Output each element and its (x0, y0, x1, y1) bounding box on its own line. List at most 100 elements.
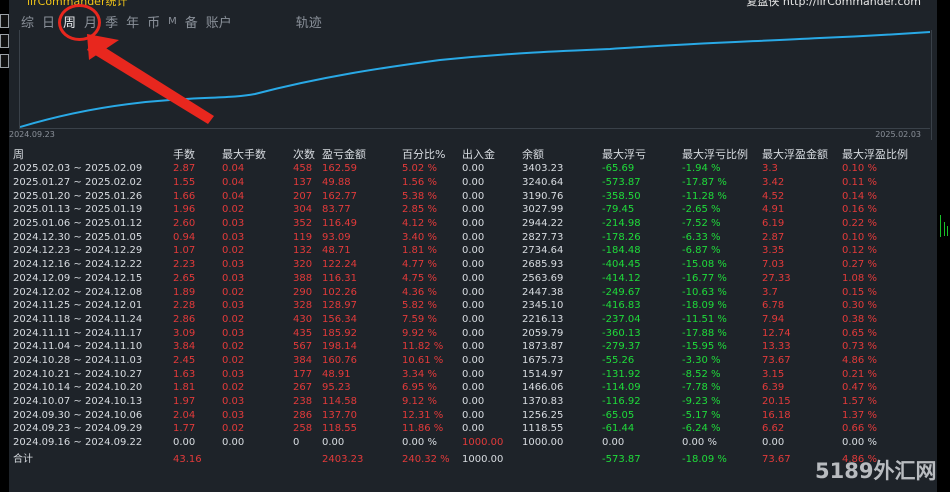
cell-percent: 9.92 % (402, 327, 437, 339)
cell-profit-loss: 83.77 (322, 204, 351, 216)
cell-balance: 3027.99 (522, 204, 564, 216)
header-balance: 余额 (522, 148, 544, 161)
total-max-floating-profit: 73.67 (762, 453, 791, 465)
tab-track[interactable]: 轨迹 (295, 15, 322, 31)
side-button[interactable] (0, 34, 9, 48)
cell-max-floating-loss-pct: -5.17 % (682, 409, 721, 421)
cell-deposit-withdraw: 0.00 (462, 204, 485, 216)
cell-lots: 1.96 (173, 204, 196, 216)
tab-year[interactable]: 年 (126, 15, 140, 31)
tab-day[interactable]: 日 (42, 15, 56, 31)
cell-max-lots: 0.03 (222, 396, 245, 408)
cell-percent: 6.95 % (402, 382, 437, 394)
cell-trades: 320 (293, 259, 313, 271)
cell-max-floating-profit-pct: 0.22 % (842, 218, 877, 230)
cell-max-floating-loss: 0.00 (602, 437, 625, 449)
cell-max-floating-profit: 3.3 (762, 163, 778, 175)
cell-max-floating-loss: -131.92 (602, 368, 641, 380)
cell-deposit-withdraw: 0.00 (462, 341, 485, 353)
cell-period: 2024.11.18 ~ 2024.11.24 (13, 313, 143, 325)
cell-max-floating-loss: -184.48 (602, 245, 641, 257)
cell-deposit-withdraw: 0.00 (462, 190, 485, 202)
cell-trades: 207 (293, 190, 313, 202)
cell-percent: 1.56 % (402, 177, 437, 189)
site-note: 复盘侠 http://ilrCommander.com (746, 0, 921, 8)
cell-max-floating-profit-pct: 0.14 % (842, 190, 877, 202)
cell-balance: 2827.73 (522, 231, 564, 243)
cell-deposit-withdraw: 0.00 (462, 245, 485, 257)
cell-max-lots: 0.04 (222, 190, 245, 202)
table-row: 2025.01.20 ~ 2025.01.26 1.66 0.04 207 162.77… (13, 189, 922, 203)
table-row: 2025.02.03 ~ 2025.02.09 2.87 0.04 458 162.59… (13, 162, 922, 176)
cell-period: 2024.09.23 ~ 2024.09.29 (13, 423, 143, 435)
cell-period: 2024.12.09 ~ 2024.12.15 (13, 272, 143, 284)
cell-percent: 7.59 % (402, 313, 437, 325)
cell-deposit-withdraw: 0.00 (462, 354, 485, 366)
cell-percent: 5.38 % (402, 190, 437, 202)
cell-deposit-withdraw: 0.00 (462, 272, 485, 284)
cell-max-floating-loss-pct: -6.33 % (682, 231, 721, 243)
cell-deposit-withdraw: 0.00 (462, 259, 485, 271)
cell-max-floating-profit: 13.33 (762, 341, 791, 353)
tab-currency[interactable]: 币 (147, 15, 161, 31)
cell-balance: 1000.00 (522, 437, 564, 449)
table-row: 2024.10.14 ~ 2024.10.20 1.81 0.02 267 95.23 6… (13, 381, 922, 395)
cell-lots: 1.55 (173, 177, 196, 189)
cell-profit-loss: 0.00 (322, 437, 345, 449)
header-max-floating-loss: 最大浮亏 (602, 148, 646, 161)
cell-max-floating-profit: 6.62 (762, 423, 785, 435)
cell-profit-loss: 198.14 (322, 341, 357, 353)
tab-notes[interactable]: 备 (184, 15, 198, 31)
cell-max-lots: 0.03 (222, 272, 245, 284)
cell-max-floating-profit: 7.03 (762, 259, 785, 271)
cell-max-floating-loss-pct: -15.95 % (682, 341, 727, 353)
cell-max-floating-loss: -358.50 (602, 190, 641, 202)
tab-overview[interactable]: 综 (21, 15, 35, 31)
cell-max-floating-loss: -61.44 (602, 423, 635, 435)
cell-percent: 3.34 % (402, 368, 437, 380)
cell-period: 2024.12.16 ~ 2024.12.22 (13, 259, 143, 271)
cell-lots: 0.00 (173, 437, 196, 449)
table-row: 2025.01.13 ~ 2025.01.19 1.96 0.02 304 83.77 2… (13, 203, 922, 217)
table-row: 2025.01.27 ~ 2025.02.02 1.55 0.04 137 49.88 1… (13, 176, 922, 190)
cell-lots: 1.63 (173, 368, 196, 380)
cell-lots: 2.23 (173, 259, 196, 271)
cell-profit-loss: 160.76 (322, 354, 357, 366)
cell-max-floating-loss-pct: -7.52 % (682, 218, 721, 230)
cell-deposit-withdraw: 0.00 (462, 382, 485, 394)
tab-quarter[interactable]: 季 (105, 15, 119, 31)
cell-period: 2024.11.11 ~ 2024.11.17 (13, 327, 143, 339)
side-button[interactable] (0, 14, 9, 28)
table-total-row: 合计 43.16 2403.23 240.32 % 1000.00 -573.87 -18.… (13, 449, 922, 466)
total-period: 合计 (13, 453, 33, 465)
tab-account[interactable]: 账户 (205, 15, 232, 31)
cell-trades: 290 (293, 286, 313, 298)
cell-max-floating-loss-pct: -15.08 % (682, 259, 727, 271)
total-max-lots (222, 449, 293, 466)
cell-max-floating-profit: 3.7 (762, 286, 778, 298)
cell-lots: 1.07 (173, 245, 196, 257)
cell-trades: 137 (293, 177, 313, 189)
tab-m[interactable]: M (168, 15, 177, 27)
cell-max-lots: 0.02 (222, 245, 245, 257)
cell-max-floating-loss-pct: -6.87 % (682, 245, 721, 257)
cell-trades: 119 (293, 231, 313, 243)
cell-deposit-withdraw: 0.00 (462, 231, 485, 243)
cell-period: 2024.12.30 ~ 2025.01.05 (13, 231, 143, 243)
cell-max-lots: 0.00 (222, 437, 245, 449)
cell-trades: 177 (293, 368, 313, 380)
table-row: 2024.09.16 ~ 2024.09.22 0.00 0.00 0 0.00 0.00… (13, 436, 922, 450)
cell-deposit-withdraw: 0.00 (462, 163, 485, 175)
cell-max-lots: 0.03 (222, 259, 245, 271)
cell-lots: 1.77 (173, 423, 196, 435)
cell-lots: 1.97 (173, 396, 196, 408)
arrow-head (87, 34, 119, 60)
cell-balance: 2345.10 (522, 300, 564, 312)
side-button[interactable] (0, 54, 9, 68)
cell-lots: 0.94 (173, 231, 196, 243)
annotation-circle (58, 4, 101, 41)
cell-percent: 1.81 % (402, 245, 437, 257)
candle-mark (940, 215, 941, 237)
cell-balance: 2059.79 (522, 327, 564, 339)
total-deposit-withdraw: 1000.00 (462, 453, 504, 465)
